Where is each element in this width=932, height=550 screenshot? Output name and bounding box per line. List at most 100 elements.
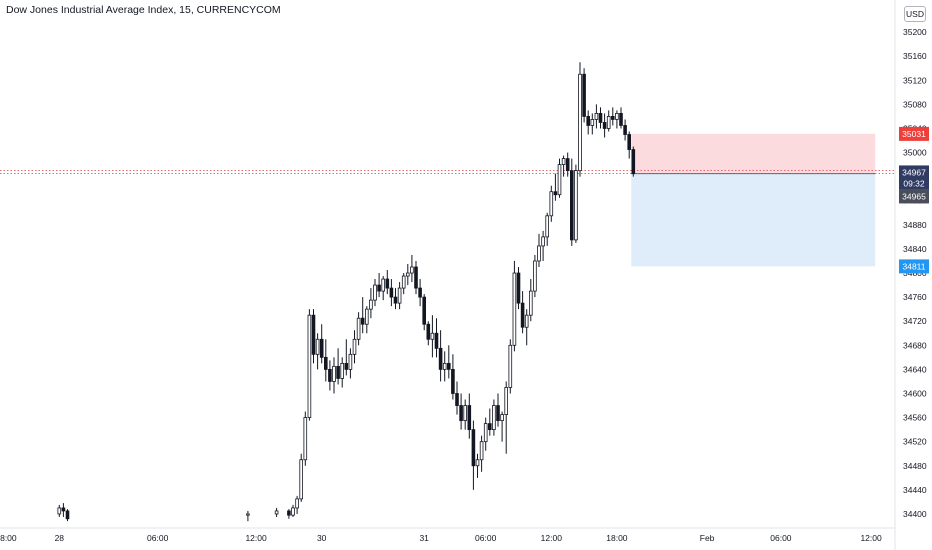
- candle-body: [405, 272, 410, 277]
- candle: [319, 324, 324, 364]
- candle-body: [344, 362, 349, 370]
- candle-body: [451, 368, 455, 394]
- price-tick-label: 35120: [903, 75, 927, 85]
- stop-price-tag: 35031: [902, 129, 926, 139]
- candle-body: [537, 245, 541, 262]
- candle: [397, 282, 402, 310]
- candle: [451, 354, 455, 400]
- current-price-tag-bg: [899, 165, 929, 190]
- price-tick-label: 34760: [903, 292, 927, 302]
- candle: [246, 510, 250, 522]
- candle: [369, 288, 373, 319]
- time-tick-label: 12:00: [860, 533, 882, 543]
- candle: [344, 339, 349, 376]
- candle: [553, 173, 558, 201]
- candle-body: [565, 158, 570, 172]
- candle: [274, 507, 279, 517]
- entry-price-tag: 34965: [902, 191, 926, 201]
- candle: [287, 509, 291, 519]
- candle-body: [385, 278, 390, 289]
- candle-body: [500, 414, 504, 421]
- candle: [299, 453, 303, 502]
- candle-body: [459, 405, 463, 421]
- price-tick-label: 35000: [903, 148, 927, 158]
- price-tick-label: 34640: [903, 364, 927, 374]
- currency-button[interactable]: USD: [904, 6, 926, 22]
- candle-body: [541, 236, 545, 247]
- candle-body: [438, 347, 443, 370]
- candle-body: [467, 405, 472, 431]
- candle-body: [508, 344, 513, 388]
- price-tick-label: 35160: [903, 51, 927, 61]
- candle: [570, 158, 574, 246]
- time-tick-label: 18:00: [606, 533, 628, 543]
- candle: [512, 260, 517, 352]
- candle-body: [418, 287, 422, 298]
- time-tick-label: 31: [419, 533, 429, 543]
- candle: [389, 279, 394, 307]
- candle-body: [557, 164, 562, 196]
- candle: [483, 417, 488, 451]
- candle: [315, 333, 320, 370]
- time-tick-label: 06:00: [147, 533, 169, 543]
- candle: [623, 119, 627, 141]
- take-profit-zone: [631, 173, 876, 267]
- stop-loss-zone: [631, 133, 876, 174]
- candle-body: [348, 353, 353, 370]
- candle-body: [471, 429, 476, 467]
- candle: [311, 309, 316, 364]
- price-tick-label: 34840: [903, 244, 927, 254]
- price-tick-label: 34720: [903, 316, 927, 326]
- candle: [479, 435, 484, 472]
- candle-body: [487, 423, 492, 431]
- price-tick-label: 35080: [903, 99, 927, 109]
- candle-body: [299, 459, 303, 500]
- candle-body: [336, 365, 340, 379]
- candle: [381, 276, 385, 301]
- candle-body: [627, 134, 631, 150]
- candle-body: [619, 113, 623, 126]
- candle: [533, 254, 537, 298]
- candle-body: [340, 362, 344, 379]
- candle-body: [479, 441, 484, 461]
- candle-body: [311, 314, 316, 355]
- candle-body: [582, 73, 586, 117]
- candle: [611, 107, 615, 126]
- candle-body: [516, 272, 521, 304]
- candle: [631, 146, 636, 177]
- entry-price-tag-bg: [899, 189, 929, 204]
- candle-body: [356, 317, 361, 340]
- candle-body: [364, 308, 369, 325]
- candle: [578, 62, 582, 177]
- candle: [557, 158, 562, 198]
- candle-body: [504, 387, 508, 415]
- candle-body: [287, 510, 291, 516]
- candle-body: [578, 73, 582, 172]
- candle: [446, 345, 451, 379]
- candle-body: [426, 323, 431, 340]
- candle: [401, 273, 406, 295]
- time-axis[interactable]: 18:00 28 06:00 12:00 30 31 06:00 12:00 18:00 Feb 0…: [0, 533, 882, 543]
- price-tick-label: 34520: [903, 437, 927, 447]
- candle-body: [328, 368, 332, 382]
- candle: [471, 420, 476, 490]
- candle: [356, 312, 361, 346]
- candle: [405, 263, 410, 286]
- candle-body: [442, 362, 447, 370]
- time-tick-label: Feb: [700, 533, 715, 543]
- candle-body: [323, 356, 328, 370]
- candle: [377, 273, 381, 298]
- candle-body: [446, 362, 451, 370]
- candle: [303, 411, 308, 466]
- candle-body: [274, 510, 279, 515]
- candle-body: [631, 149, 636, 175]
- candle-body: [598, 113, 603, 123]
- candle: [537, 233, 541, 267]
- candle-body: [295, 498, 299, 509]
- candle: [360, 297, 365, 334]
- candle: [434, 318, 439, 358]
- candle-body: [57, 507, 62, 515]
- candle: [496, 393, 500, 427]
- candle-body: [553, 191, 558, 196]
